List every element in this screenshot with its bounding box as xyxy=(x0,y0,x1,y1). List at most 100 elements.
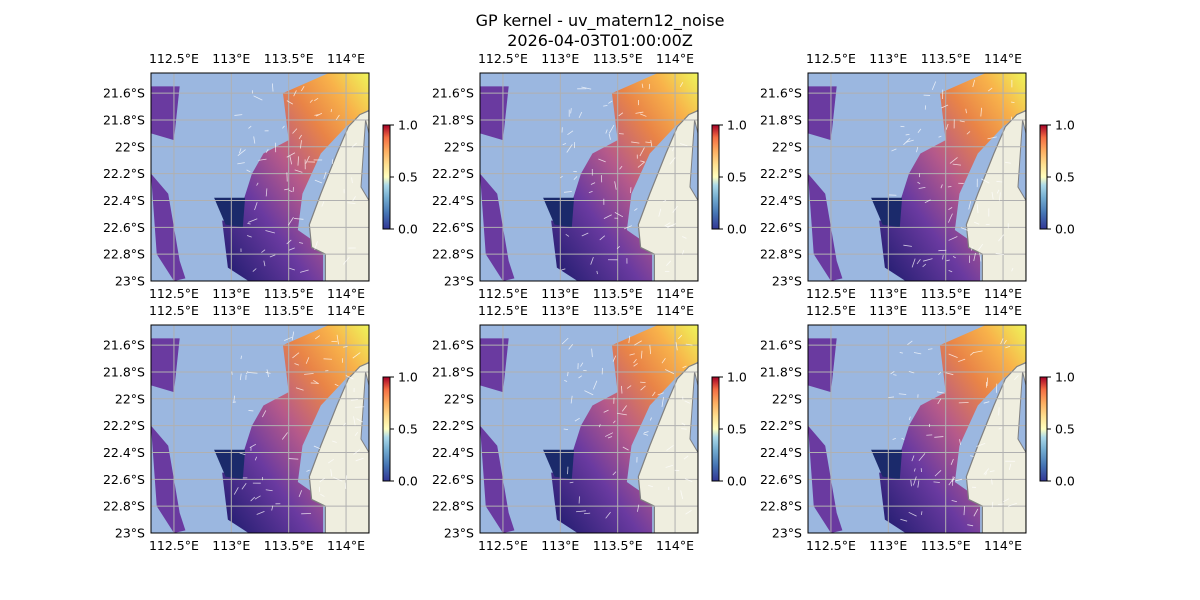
vector-arrow xyxy=(938,371,942,376)
vector-arrow xyxy=(313,445,321,450)
vector-arrow xyxy=(355,457,364,462)
vector-arrow xyxy=(966,131,971,135)
scalar-field xyxy=(879,325,1026,533)
y-tick-label: 21.6°S xyxy=(432,86,474,101)
vector-arrow xyxy=(323,171,327,179)
vector-arrow xyxy=(633,359,637,364)
y-tick-label: 22°S xyxy=(444,391,474,406)
colorbar-tick-label: 0.5 xyxy=(398,170,418,185)
x-tick-label-top: 113.5°E xyxy=(593,303,643,318)
y-tick-label: 23°S xyxy=(115,274,145,289)
vector-arrow xyxy=(345,375,354,380)
vector-arrow xyxy=(890,371,895,375)
vector-arrow xyxy=(1000,338,1004,345)
y-tick-label: 23°S xyxy=(444,526,474,541)
vector-arrow xyxy=(239,373,242,381)
panel-frame xyxy=(150,72,370,282)
vector-arrow xyxy=(1002,498,1010,503)
x-tick-label-top: 113°E xyxy=(869,51,907,66)
vector-arrow xyxy=(245,370,249,375)
vector-arrow xyxy=(234,114,243,116)
vector-arrow xyxy=(347,202,356,204)
map-area xyxy=(808,73,1026,281)
vector-arrow xyxy=(917,128,922,133)
vector-arrow xyxy=(271,505,274,511)
vector-arrow xyxy=(640,160,644,163)
colorbar-tick-label: 0.5 xyxy=(398,422,418,437)
vector-arrow xyxy=(991,501,994,509)
vector-arrow xyxy=(286,239,292,245)
x-tick-label-top: 113.5°E xyxy=(921,303,971,318)
vector-arrow xyxy=(336,334,339,345)
vector-arrow xyxy=(605,511,611,519)
vector-arrow xyxy=(265,371,271,374)
x-tick-label-bottom: 113.5°E xyxy=(593,538,643,553)
peninsula-bay xyxy=(360,371,369,454)
panel-frame xyxy=(150,324,370,534)
vector-arrow xyxy=(629,353,635,356)
vector-arrow xyxy=(947,186,952,188)
vector-arrow xyxy=(892,437,896,440)
map-area xyxy=(808,325,1026,533)
colorbar-tick-label: 1.0 xyxy=(1055,370,1075,385)
vector-arrow xyxy=(306,469,310,472)
vector-arrow xyxy=(334,383,339,387)
vector-arrow xyxy=(612,355,617,362)
vector-arrow xyxy=(578,111,583,119)
vector-arrow xyxy=(945,123,949,130)
vector-arrow xyxy=(970,246,973,251)
vector-arrow xyxy=(563,428,569,431)
panel-frame xyxy=(479,324,699,534)
vector-arrow xyxy=(603,409,609,413)
vector-arrow xyxy=(574,417,580,422)
vector-arrow xyxy=(1005,345,1011,349)
x-tick-label-top: 112.5°E xyxy=(149,303,199,318)
scalar-field xyxy=(551,73,698,281)
y-tick-label: 22.2°S xyxy=(760,166,802,181)
vector-arrow xyxy=(649,344,652,355)
colorbar-tick-label: 0.5 xyxy=(1055,170,1075,185)
vector-arrow xyxy=(262,410,267,418)
vector-arrow xyxy=(351,142,357,148)
colorbar xyxy=(1039,376,1048,482)
vector-arrow xyxy=(948,207,953,211)
vector-arrow xyxy=(635,111,644,114)
vector-arrow xyxy=(616,412,627,416)
vector-arrow xyxy=(352,196,356,202)
y-tick-label: 22.4°S xyxy=(432,445,474,460)
vector-arrow xyxy=(665,464,674,468)
vector-arrow xyxy=(335,114,340,121)
vector-arrow xyxy=(603,214,612,219)
vector-arrow xyxy=(920,511,923,515)
y-tick-label: 21.6°S xyxy=(103,338,145,353)
map-panel-2: 112.5°E 112.5°E 113°E 113°E 113.5°E 113.5°E 11… xyxy=(432,51,747,301)
colorbar-tick-label: 1.0 xyxy=(727,118,747,133)
vector-arrow xyxy=(294,218,304,220)
vector-arrow xyxy=(345,475,348,480)
vector-arrow xyxy=(946,259,950,262)
vector-arrow xyxy=(684,400,691,404)
scalar-field xyxy=(222,325,369,533)
vector-arrow xyxy=(622,446,629,451)
vector-arrow xyxy=(911,455,915,462)
vector-arrow xyxy=(677,334,683,340)
peninsula-bay xyxy=(360,119,369,202)
vector-arrow xyxy=(908,371,915,374)
vector-arrow xyxy=(938,135,942,138)
current-vectors xyxy=(234,83,357,273)
vector-arrow xyxy=(981,178,990,184)
vector-arrow xyxy=(254,495,261,500)
y-tick-label: 22.8°S xyxy=(103,499,145,514)
colorbar-tick-label: 0.0 xyxy=(1055,474,1075,489)
vector-arrow xyxy=(354,406,365,408)
vector-arrow xyxy=(247,222,251,225)
vector-arrow xyxy=(254,456,258,461)
vector-arrow xyxy=(608,133,611,140)
vector-arrow xyxy=(608,100,613,104)
vector-arrow xyxy=(286,152,296,158)
vector-arrow xyxy=(664,222,671,227)
map-area xyxy=(151,73,369,281)
vector-arrow xyxy=(916,146,919,153)
vector-arrow xyxy=(354,431,359,436)
x-tick-label-bottom: 112.5°E xyxy=(478,538,528,553)
